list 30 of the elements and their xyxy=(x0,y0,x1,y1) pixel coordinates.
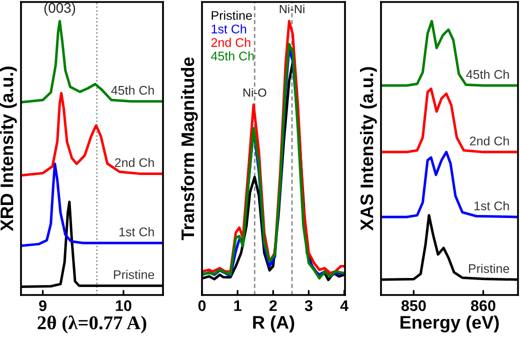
series-label: Pristine xyxy=(469,264,510,274)
x-tick-label: 860 xyxy=(470,300,496,312)
annotation: Ni-O xyxy=(243,88,266,97)
series-label: 2nd Ch xyxy=(114,158,154,168)
series-label: Pristine xyxy=(114,270,154,280)
text: 1st Ch xyxy=(212,24,246,34)
x-axis-title: R (A) xyxy=(253,315,294,332)
annotation: Ni-Ni xyxy=(280,4,304,14)
series-label: 45th Ch xyxy=(466,70,509,79)
x-tick-label: 4 xyxy=(340,300,348,311)
series-label: 2nd Ch xyxy=(470,136,509,146)
text: Pristine xyxy=(212,10,252,20)
y-axis-title: Transform Magnitude xyxy=(180,57,198,240)
x-tick-label: 0 xyxy=(198,300,206,312)
annotation: (003) xyxy=(44,2,76,16)
y-axis-title: XRD Intensity (a.u.) xyxy=(0,66,17,232)
series-label: 1st Ch xyxy=(119,227,154,236)
x-tick-label: 9 xyxy=(39,300,46,312)
x-tick-label: 850 xyxy=(401,300,426,312)
series-label: 1st Ch xyxy=(474,201,509,210)
x-tick-label: 10 xyxy=(116,300,132,312)
text: 2nd Ch xyxy=(211,38,250,47)
series-label: 45th Ch xyxy=(111,86,154,95)
x-tick-label: 2 xyxy=(269,300,277,311)
y-axis-title: XAS Intensity (a.u.) xyxy=(360,67,377,231)
x-tick-label: 3 xyxy=(304,300,312,312)
x-axis-title: Energy (eV) xyxy=(400,315,499,332)
x-tick-label: 1 xyxy=(234,300,242,311)
x-axis-title: 2θ (λ=0.77 A) xyxy=(38,315,146,334)
text: 45th Ch xyxy=(211,51,254,61)
